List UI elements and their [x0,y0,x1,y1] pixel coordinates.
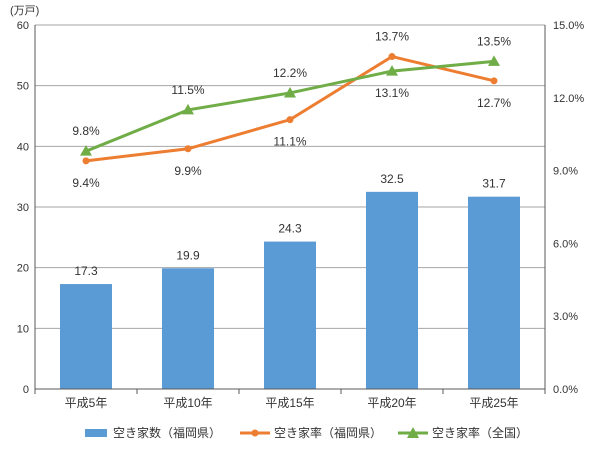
legend-label: 空き家数（福岡県） [113,425,221,440]
grid [35,24,545,329]
legend-label: 空き家率（全国） [432,425,528,440]
line-data-label: 9.4% [72,176,100,190]
legend: 空き家数（福岡県） 空き家率（福岡県） 空き家率（全国） [85,425,528,440]
bar-series [60,191,520,389]
line-point [182,103,194,115]
y-right-tick-label: 0.0% [553,384,578,396]
y-right-tick-label: 15.0% [553,20,584,32]
bar [264,241,316,389]
x-tick-label: 平成15年 [265,396,314,410]
bar-data-label: 17.3 [74,264,98,278]
line-point [82,157,90,165]
bar [60,284,112,389]
line-data-label: 12.2% [273,66,307,80]
line-point [488,55,500,66]
legend-label: 空き家率（福岡県） [274,425,382,440]
bar-data-label: 19.9 [176,248,200,262]
legend-marker [251,429,259,437]
bar-data-label: 31.7 [482,177,506,191]
y-left-tick-label: 60 [17,20,29,32]
x-tick-label: 平成10年 [163,396,212,410]
bar [162,268,214,389]
y-right-tick-label: 9.0% [553,166,578,178]
line-data-label: 11.5% [171,83,204,97]
x-tick-label: 平成5年 [65,396,108,410]
line-point [184,145,192,153]
line-data-label: 13.5% [477,34,511,48]
y-right-tick-label: 6.0% [553,238,578,250]
line-point [286,116,294,124]
x-tick-label: 平成25年 [469,396,518,410]
line-data-label: 13.1% [375,86,409,100]
legend-swatch [85,429,107,437]
axes: 0 10 20 30 40 50 60 0.0% 3.0% 6.0% 9.0% 12.0% 15.0% 平… [17,20,585,410]
unit-label: (万戸) [10,5,39,17]
line-point [490,77,498,85]
bar-data-label: 24.3 [278,222,302,236]
line-data-label: 11.1% [273,135,306,149]
y-left-tick-label: 30 [17,202,29,214]
line-series [80,53,500,165]
line-point [386,65,398,76]
legend-marker [407,427,419,438]
line-data-label: 13.7% [375,30,409,44]
y-right-tick-label: 12.0% [553,93,584,105]
data-labels: 17.3 19.9 24.3 32.5 31.7 9.4% 9.9% 11.1% 13.7% 12… [72,30,511,278]
bar [468,196,520,389]
bar-data-label: 32.5 [380,172,404,186]
y-right-tick-label: 3.0% [553,311,578,323]
y-left-tick-label: 40 [17,141,29,153]
y-left-tick-label: 20 [17,263,29,275]
line-data-label: 12.7% [477,96,511,110]
x-tick-label: 平成20年 [367,396,416,410]
y-left-tick-label: 50 [17,81,29,93]
line-point [284,86,296,98]
line-point [80,145,92,156]
line-point [388,53,396,61]
bar [366,191,418,389]
y-left-tick-label: 0 [23,384,29,396]
line-data-label: 9.8% [72,124,100,138]
y-left-tick-label: 10 [17,323,29,335]
line-data-label: 9.9% [174,164,202,178]
